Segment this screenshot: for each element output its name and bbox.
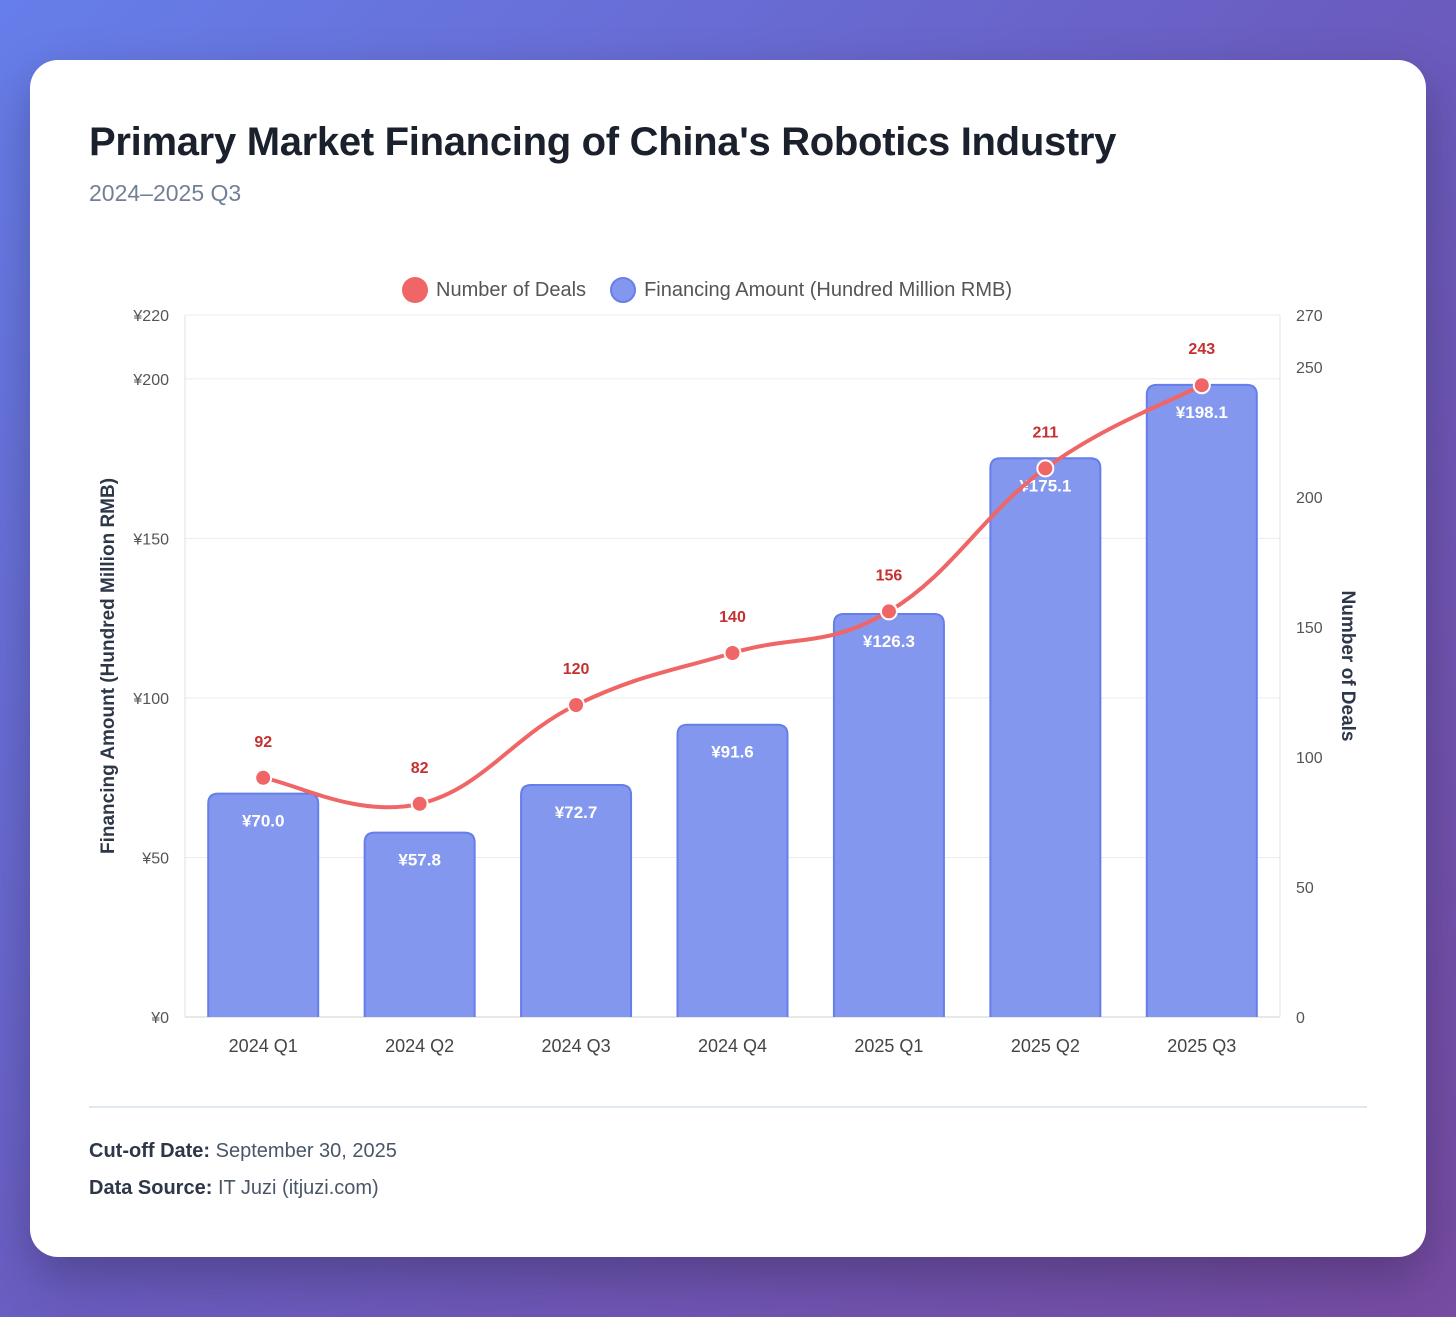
bar-value-label: ¥91.6 xyxy=(711,743,754,762)
legend-swatch-deals xyxy=(402,277,428,303)
bar-value-label: ¥198.1 xyxy=(1176,403,1228,422)
y2-axis-title: Number of Deals xyxy=(1337,591,1358,742)
deal-value-label: 211 xyxy=(1032,424,1058,441)
deal-point xyxy=(1036,459,1055,478)
legend-swatch-amount xyxy=(610,277,637,303)
y2-tick-label: 270 xyxy=(1296,308,1323,325)
y-tick-label: ¥200 xyxy=(132,372,169,389)
deal-point xyxy=(567,696,586,714)
y-axis-title: Financing Amount (Hundred Million RMB) xyxy=(98,478,119,854)
y-tick-label: ¥50 xyxy=(141,850,169,867)
x-tick-label: 2024 Q1 xyxy=(229,1036,298,1056)
bar-value-label: ¥175.1 xyxy=(1019,476,1071,495)
y2-tick-label: 200 xyxy=(1296,490,1323,507)
deal-value-label: 140 xyxy=(719,609,746,626)
bar-value-label: ¥72.7 xyxy=(555,803,598,822)
bar xyxy=(832,612,945,1017)
deal-point xyxy=(879,602,898,621)
page-subtitle: 2024–2025 Q3 xyxy=(89,180,242,206)
deal-point xyxy=(254,768,273,787)
legend-label-deals: Number of Deals xyxy=(436,278,587,301)
bar xyxy=(363,831,476,1017)
page-title: Primary Market Financing of China's Robo… xyxy=(89,120,1117,164)
y-tick-label: ¥100 xyxy=(132,691,169,708)
cutoff-date: Cut-off Date: September 30, 2025 xyxy=(89,1140,397,1163)
deal-value-label: 156 xyxy=(876,567,903,584)
y2-tick-label: 50 xyxy=(1296,880,1314,897)
y2-tick-label: 250 xyxy=(1296,360,1323,377)
cutoff-value: September 30, 2025 xyxy=(215,1140,397,1162)
x-tick-label: 2024 Q3 xyxy=(542,1036,611,1056)
cutoff-label: Cut-off Date: xyxy=(89,1140,211,1162)
deal-value-label: 120 xyxy=(563,661,590,678)
bar xyxy=(989,457,1102,1017)
bar-value-label: ¥70.0 xyxy=(242,812,285,831)
bar-value-label: ¥126.3 xyxy=(863,632,915,651)
legend-item-amount[interactable]: Financing Amount (Hundred Million RMB) xyxy=(610,277,1012,303)
x-tick-label: 2025 Q3 xyxy=(1167,1036,1236,1056)
deal-point xyxy=(723,644,742,662)
bar xyxy=(676,723,789,1017)
x-tick-label: 2024 Q2 xyxy=(385,1036,454,1056)
deal-point xyxy=(410,794,429,813)
bar-value-label: ¥57.8 xyxy=(398,851,441,870)
deal-value-label: 243 xyxy=(1188,341,1215,358)
deal-value-label: 82 xyxy=(411,760,429,777)
chart-legend: Number of Deals Financing Amount (Hundre… xyxy=(402,277,1036,303)
y-tick-label: ¥220 xyxy=(132,308,169,325)
x-tick-label: 2025 Q2 xyxy=(1011,1036,1080,1056)
legend-label-amount: Financing Amount (Hundred Million RMB) xyxy=(644,278,1012,301)
legend-item-deals[interactable]: Number of Deals xyxy=(402,277,586,303)
deal-point xyxy=(1192,376,1211,395)
y-tick-label: ¥0 xyxy=(150,1010,169,1027)
y2-tick-label: 100 xyxy=(1296,750,1323,767)
data-source: Data Source: IT Juzi (itjuzi.com) xyxy=(89,1177,379,1200)
y2-tick-label: 150 xyxy=(1296,620,1323,637)
bar xyxy=(520,784,633,1017)
deal-value-label: 92 xyxy=(254,734,272,751)
x-tick-label: 2025 Q1 xyxy=(854,1036,923,1056)
bar xyxy=(1145,383,1258,1017)
footer-divider xyxy=(89,1106,1367,1108)
x-tick-label: 2024 Q4 xyxy=(698,1036,767,1056)
y2-tick-label: 0 xyxy=(1296,1010,1305,1027)
source-value: IT Juzi (itjuzi.com) xyxy=(217,1177,379,1199)
y-tick-label: ¥150 xyxy=(132,531,169,548)
bar xyxy=(207,792,320,1017)
source-label: Data Source: xyxy=(89,1177,213,1199)
